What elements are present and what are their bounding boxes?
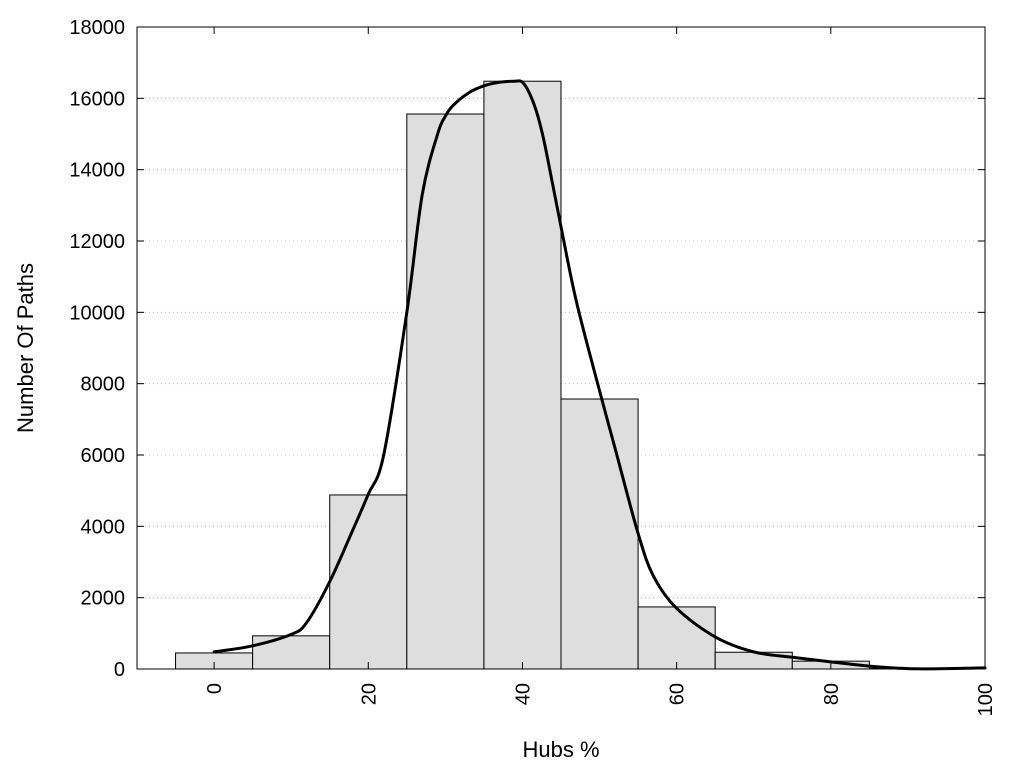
- y-axis-title: Number Of Paths: [13, 263, 38, 433]
- y-tick-label-0: 0: [114, 659, 125, 681]
- y-tick-label-10000: 10000: [69, 302, 125, 324]
- x-tick-label-60: 60: [667, 683, 689, 705]
- y-tick-label-8000: 8000: [81, 374, 126, 396]
- bar-10: [252, 635, 331, 670]
- x-axis-title: Hubs %: [522, 737, 599, 762]
- y-tick-label-2000: 2000: [81, 588, 126, 610]
- density-curve: [212, 79, 987, 671]
- x-tick-label-80: 80: [821, 683, 843, 705]
- y-tick-label-4000: 4000: [81, 516, 126, 538]
- bar-30: [406, 113, 485, 670]
- plot-border: [136, 26, 986, 670]
- bar-60: [637, 606, 716, 670]
- density-curve-layer: [212, 79, 987, 671]
- plot-frame: [136, 26, 986, 670]
- histogram-bars: [175, 80, 986, 670]
- bar-20: [329, 494, 408, 670]
- y-axis: 0 2000 4000 6000 8000 10000 12000 14000 16000 180…: [69, 17, 985, 681]
- y-tick-label-18000: 18000: [69, 17, 125, 39]
- y-tick-label-6000: 6000: [81, 445, 126, 467]
- y-tick-label-16000: 16000: [69, 88, 125, 110]
- x-tick-label-0: 0: [204, 683, 226, 694]
- x-tick-label-40: 40: [512, 683, 534, 705]
- y-tick-label-14000: 14000: [69, 160, 125, 182]
- x-tick-label-100: 100: [975, 683, 997, 716]
- y-tick-label-12000: 12000: [69, 231, 125, 253]
- bar-50: [560, 398, 639, 670]
- x-tick-label-20: 20: [358, 683, 380, 705]
- x-axis: 0 20 40 60 80 100: [204, 27, 997, 716]
- bar-40: [483, 80, 562, 670]
